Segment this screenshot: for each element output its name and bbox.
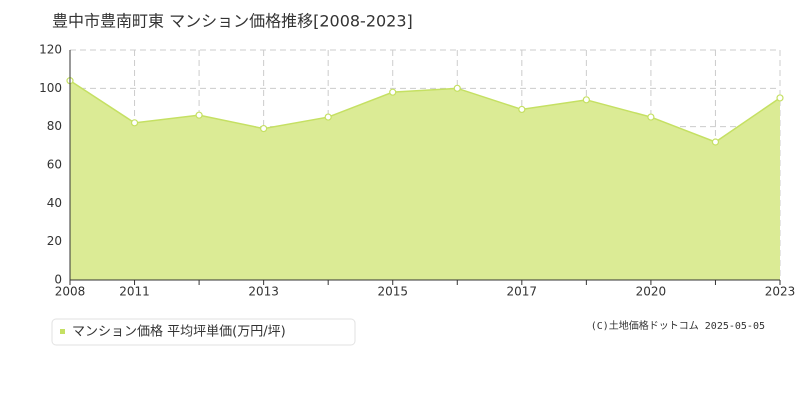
x-tick-label: 2017: [507, 285, 538, 299]
x-tick-label: 2013: [248, 285, 279, 299]
point: [195, 111, 203, 119]
point: [518, 105, 526, 114]
point: [647, 113, 655, 121]
y-tick-label: 120: [39, 43, 62, 57]
y-tick-label: 20: [47, 234, 62, 248]
point: [324, 113, 332, 121]
y-tick-label: 60: [47, 158, 62, 172]
x-tick-label: 2020: [636, 285, 667, 299]
legend-box: [51, 318, 356, 346]
line: [69, 80, 781, 143]
legend-swatch: [60, 329, 65, 334]
y-tick-label: 100: [39, 81, 62, 95]
legend-label: マンション価格 平均坪単価(万円/坪): [72, 324, 286, 340]
chart-title: 豊中市豊南町東 マンション価格推移[2008-2023]: [52, 12, 413, 31]
point: [130, 119, 139, 127]
x-tick-label: 2008: [55, 285, 86, 299]
x-tick-label: 2011: [119, 285, 150, 299]
point: [453, 84, 461, 92]
source-note: (C)土地価格ドットコム 2025-05-05: [591, 319, 765, 332]
point: [260, 124, 268, 133]
point: [582, 96, 590, 104]
x-tick-label: 2023: [765, 285, 796, 299]
point: [711, 138, 720, 146]
y-tick-label: 80: [47, 119, 62, 133]
area: [70, 80, 780, 281]
y-tick-label: 40: [47, 196, 62, 210]
point: [776, 94, 784, 102]
y-tick-label: 0: [54, 273, 62, 287]
point: [389, 88, 397, 96]
x-tick-label: 2015: [377, 285, 408, 299]
